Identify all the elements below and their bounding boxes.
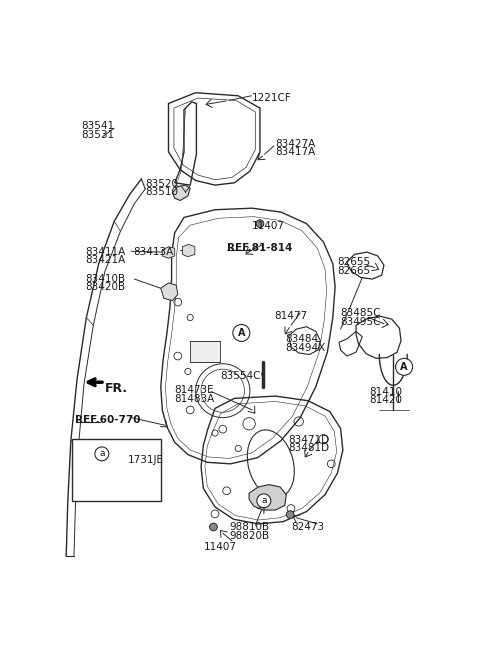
Circle shape — [396, 358, 413, 375]
Circle shape — [257, 494, 271, 508]
Text: 81420: 81420 — [369, 396, 402, 405]
Text: 83481D: 83481D — [288, 443, 330, 453]
Text: 83510: 83510 — [145, 187, 178, 197]
Text: 83484: 83484 — [285, 334, 318, 344]
Text: 83427A: 83427A — [276, 139, 316, 149]
Text: 11407: 11407 — [252, 221, 285, 231]
Text: 83411A: 83411A — [85, 246, 125, 257]
Text: A: A — [238, 328, 245, 338]
Text: 81477: 81477 — [275, 311, 308, 321]
Polygon shape — [172, 185, 190, 200]
Circle shape — [233, 325, 250, 342]
Text: 83410B: 83410B — [85, 274, 125, 284]
Text: 83420B: 83420B — [85, 282, 125, 292]
Circle shape — [286, 510, 294, 518]
Text: FR.: FR. — [105, 382, 128, 396]
Text: 82655: 82655 — [337, 258, 371, 267]
Text: a: a — [261, 496, 266, 505]
Text: a: a — [99, 449, 105, 459]
Circle shape — [256, 219, 264, 227]
Bar — [72, 439, 161, 501]
Text: 83520: 83520 — [145, 179, 178, 189]
Text: 83494X: 83494X — [285, 343, 325, 353]
Text: 83554C: 83554C — [220, 371, 261, 382]
Text: 83541: 83541 — [82, 121, 115, 131]
Text: 83413A: 83413A — [133, 246, 174, 257]
Polygon shape — [161, 283, 178, 301]
Text: 83421A: 83421A — [85, 255, 125, 265]
Polygon shape — [249, 485, 286, 510]
Text: A: A — [400, 362, 408, 372]
Circle shape — [95, 447, 109, 461]
Text: REF.81-814: REF.81-814 — [227, 243, 292, 253]
Text: 83471D: 83471D — [288, 434, 330, 445]
Polygon shape — [162, 246, 175, 258]
Text: 83417A: 83417A — [276, 147, 316, 158]
Text: 81483A: 81483A — [174, 394, 214, 404]
Text: REF.60-770: REF.60-770 — [75, 415, 141, 425]
Text: 1221CF: 1221CF — [252, 93, 292, 102]
Text: 83531: 83531 — [82, 129, 115, 140]
Text: 98810B: 98810B — [229, 522, 269, 532]
Text: 82665: 82665 — [337, 266, 371, 276]
Circle shape — [210, 523, 217, 531]
Text: 83495C: 83495C — [340, 317, 381, 327]
Text: 98820B: 98820B — [229, 531, 269, 541]
Text: 83485C: 83485C — [340, 308, 381, 318]
Bar — [190, 340, 220, 362]
Text: 1731JE: 1731JE — [128, 455, 164, 464]
Text: 82473: 82473 — [291, 522, 324, 532]
Text: 81410: 81410 — [369, 387, 402, 397]
Text: 11407: 11407 — [204, 543, 237, 553]
Polygon shape — [182, 244, 195, 257]
Text: 81473E: 81473E — [174, 385, 214, 396]
